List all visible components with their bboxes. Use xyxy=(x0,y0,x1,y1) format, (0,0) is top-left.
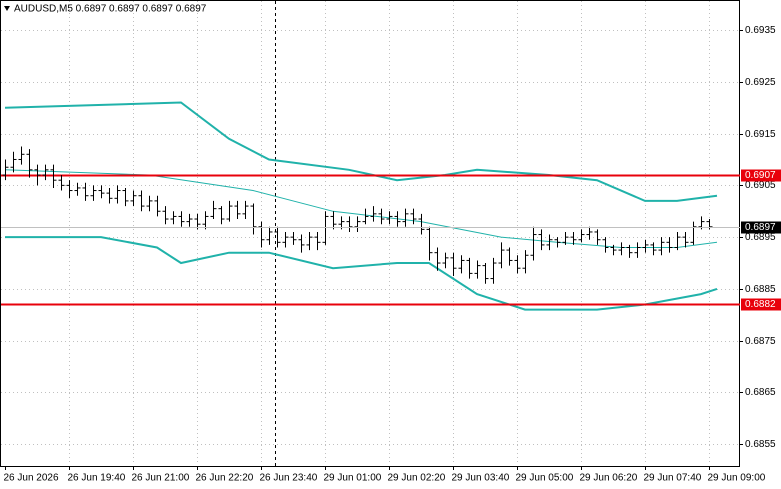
x-tick-label: 26 Jun 2026 xyxy=(4,473,59,484)
axis: 0.6935 0.6925 0.6915 0.6905 0.6895 0.6885 0.68… xyxy=(4,25,781,484)
y-tick-label: 0.6885 xyxy=(745,284,776,295)
bollinger-band xyxy=(5,236,718,311)
y-tick-label: 0.6875 xyxy=(745,336,776,347)
plot xyxy=(1,101,740,311)
menu-arrow xyxy=(4,6,10,11)
level-label-box xyxy=(741,169,781,182)
x-tick-label: 29 Jun 06:20 xyxy=(580,473,638,484)
y-tick-label: 0.6905 xyxy=(745,180,776,191)
x-tick-label: 29 Jun 02:20 xyxy=(388,473,446,484)
x-tick-label: 29 Jun 01:00 xyxy=(324,473,382,484)
last-price-box xyxy=(741,221,781,234)
y-tick-label: 0.6935 xyxy=(745,25,776,36)
level-label: 0.6882 xyxy=(745,299,776,310)
y-tick-label: 0.6895 xyxy=(745,232,776,243)
x-tick-label: 26 Jun 19:40 xyxy=(68,473,126,484)
x-tick-label: 29 Jun 03:40 xyxy=(452,473,510,484)
level-label: 0.6907 xyxy=(745,170,776,181)
x-tick-label: 29 Jun 09:00 xyxy=(708,473,766,484)
x-tick-label: 26 Jun 22:20 xyxy=(196,473,254,484)
y-tick-label: 0.6855 xyxy=(745,439,776,450)
bollinger-band xyxy=(4,169,718,248)
level-label-box xyxy=(741,298,781,311)
y-tick-label: 0.6925 xyxy=(745,77,776,88)
plot-frame xyxy=(0,0,740,467)
x-tick-label: 29 Jun 05:00 xyxy=(516,473,574,484)
chart-title: AUDUSD,M5 0.6897 0.6897 0.6897 0.6897 xyxy=(14,4,207,15)
x-tick-label: 29 Jun 07:40 xyxy=(644,473,702,484)
y-tick-label: 0.6865 xyxy=(745,387,776,398)
x-tick-label: 26 Jun 23:40 xyxy=(260,473,318,484)
y-tick-label: 0.6915 xyxy=(745,129,776,140)
last-price-label: 0.6897 xyxy=(745,222,776,233)
x-tick-label: 26 Jun 21:00 xyxy=(132,473,190,484)
